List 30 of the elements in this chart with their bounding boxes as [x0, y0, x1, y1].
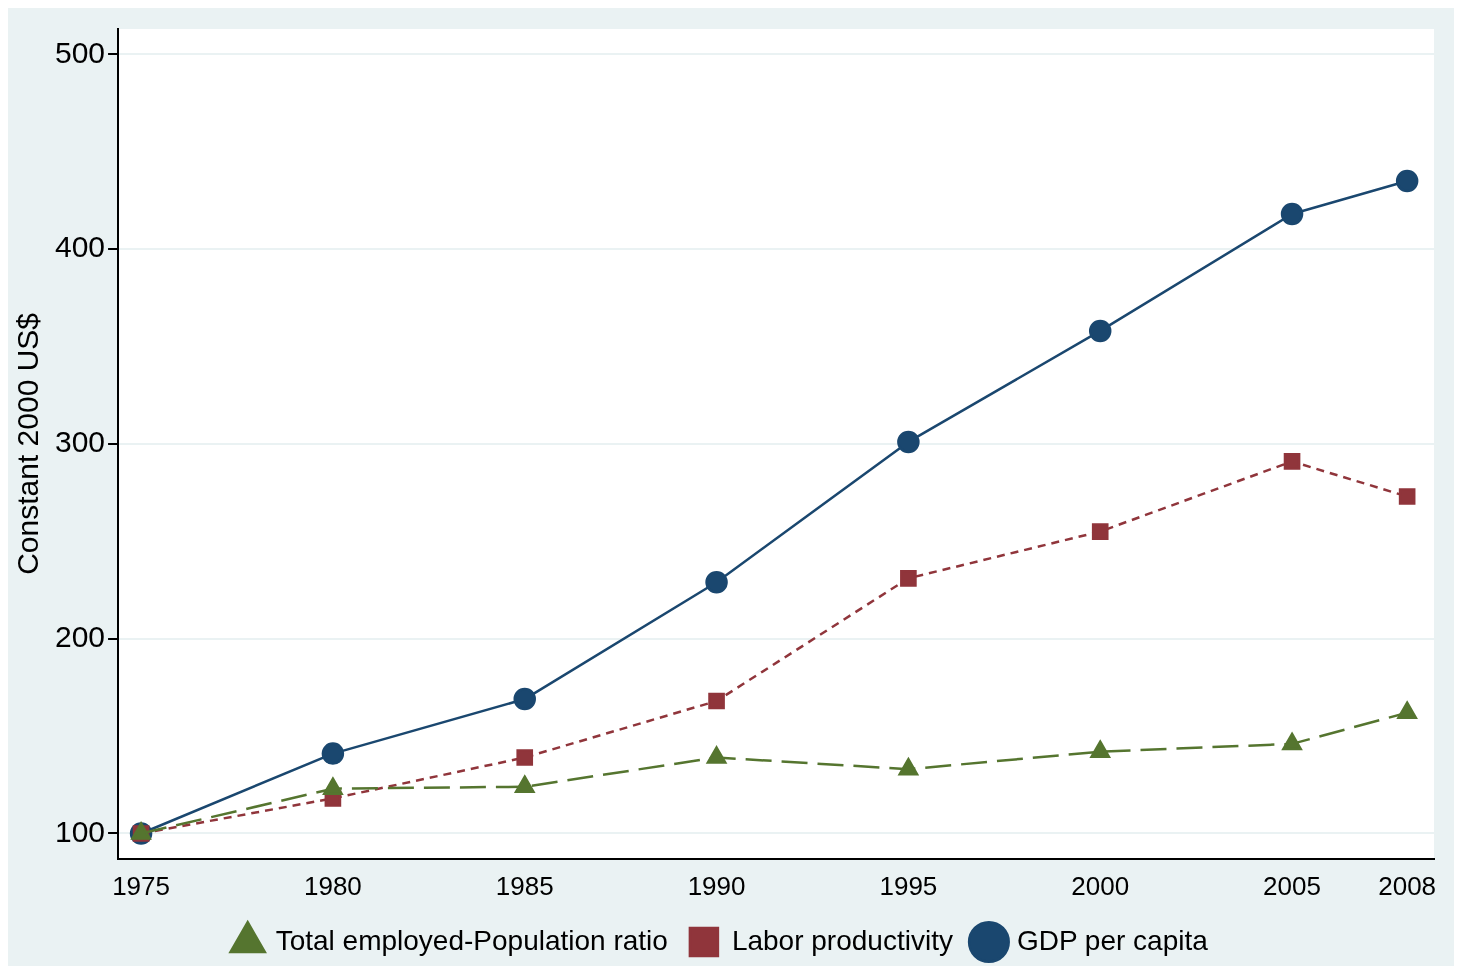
x-tick-label: 1990	[687, 870, 746, 901]
point	[897, 430, 920, 454]
point	[900, 569, 917, 587]
point	[1398, 488, 1416, 505]
x-tick-label: 1995	[879, 870, 938, 901]
y-tick-label: 400	[54, 230, 106, 264]
point	[705, 570, 728, 594]
point	[513, 687, 536, 711]
y-tick-label: 200	[54, 619, 106, 653]
y-tick-label: 300	[54, 425, 106, 459]
x-tick-label: 2000	[1071, 870, 1130, 901]
point	[321, 742, 345, 765]
x-tick-label: 1980	[303, 870, 362, 901]
x-tick-label: 1985	[495, 870, 554, 901]
x-tick-label: 2008	[1378, 870, 1437, 901]
legend-label: Labor productivity	[731, 924, 953, 956]
legend-label: Total employed-Population ratio	[275, 924, 668, 956]
y-axis-title: Constant 2000 US$	[11, 312, 45, 575]
y-tick-label: 500	[54, 35, 106, 69]
y-tick-label: 100	[54, 814, 106, 848]
point	[1091, 523, 1109, 540]
x-tick-label: 1975	[112, 870, 170, 901]
point	[708, 692, 725, 710]
point	[516, 749, 534, 766]
point	[1395, 169, 1419, 193]
x-tick-label: 2005	[1263, 870, 1321, 901]
legend-label: GDP per capita	[1016, 924, 1209, 956]
point	[1280, 202, 1304, 226]
point	[1283, 453, 1301, 470]
point	[1088, 319, 1112, 343]
